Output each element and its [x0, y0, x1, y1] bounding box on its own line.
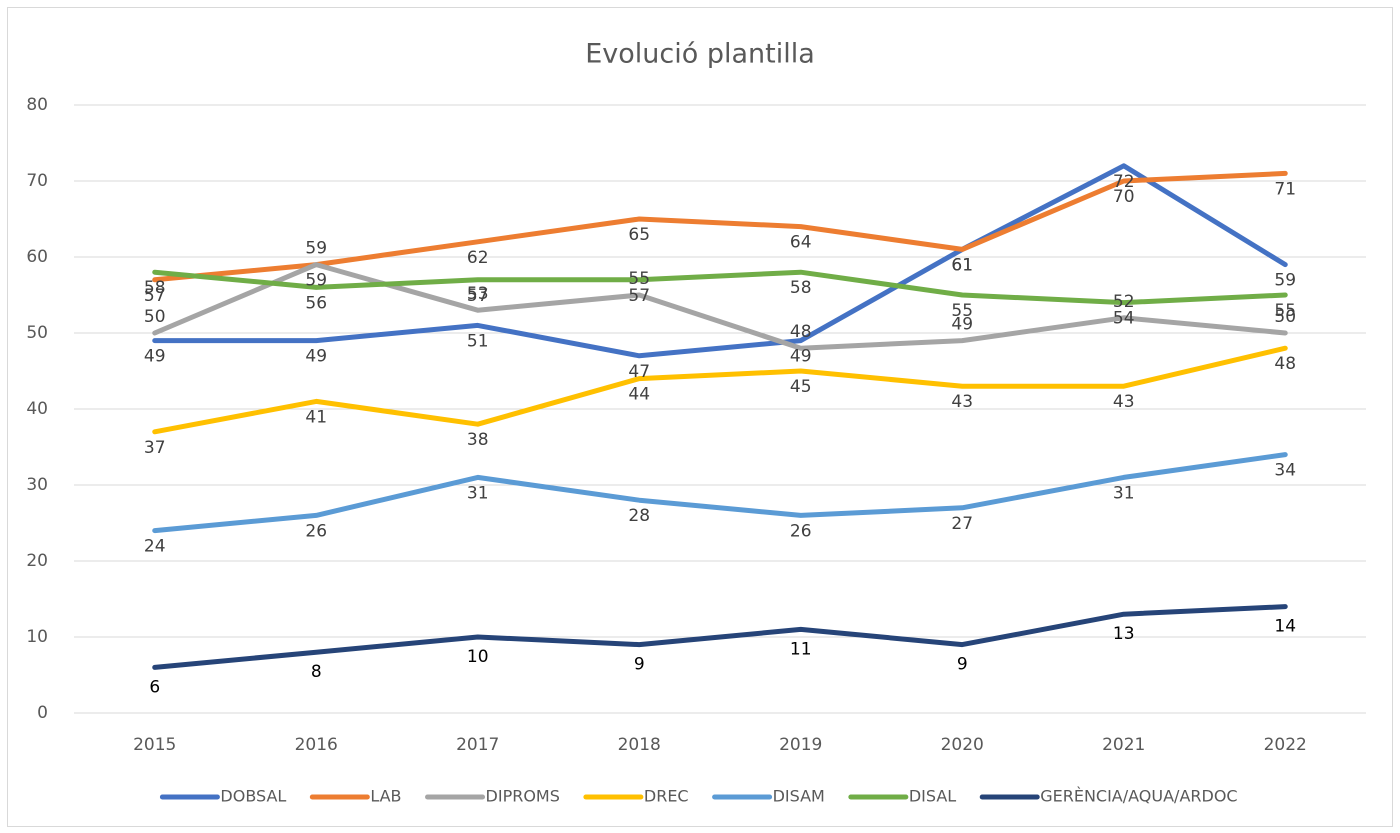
- data-label: 57: [628, 286, 650, 306]
- data-label: 62: [467, 248, 489, 268]
- data-label: 72: [1113, 172, 1135, 192]
- series-line: [152, 262, 1288, 351]
- data-label: 55: [1274, 301, 1296, 321]
- data-label: 49: [951, 315, 973, 335]
- legend-label: DISAM: [773, 787, 825, 806]
- data-label: 64: [790, 233, 812, 253]
- data-label: 41: [305, 407, 327, 427]
- data-label: 51: [467, 331, 489, 351]
- x-tick-label: 2018: [618, 735, 661, 755]
- series-line: [152, 163, 1288, 359]
- data-label: 26: [305, 521, 327, 541]
- x-tick-label: 2021: [1102, 735, 1145, 755]
- data-label: 58: [790, 278, 812, 298]
- data-label: 49: [144, 347, 166, 367]
- legend-label: DREC: [644, 787, 689, 806]
- legend-label: DISAL: [909, 787, 956, 806]
- legend-label: GERÈNCIA/AQUA/ARDOC: [1040, 787, 1237, 806]
- data-label: 50: [144, 307, 166, 327]
- series-line: [152, 269, 1288, 306]
- x-tick-label: 2019: [779, 735, 822, 755]
- y-tick-label: 20: [26, 551, 48, 571]
- data-label: 52: [1113, 292, 1135, 312]
- data-label: 9: [634, 655, 645, 675]
- data-label: 38: [467, 430, 489, 450]
- data-label: 43: [1113, 392, 1135, 412]
- chart-title: Evolució plantilla: [585, 39, 815, 70]
- data-label: 61: [951, 255, 973, 275]
- data-label: 44: [628, 385, 650, 405]
- data-label: 49: [790, 347, 812, 367]
- data-label: 57: [144, 286, 166, 306]
- y-tick-label: 10: [26, 627, 48, 647]
- x-tick-label: 2022: [1264, 735, 1307, 755]
- y-tick-label: 0: [37, 703, 48, 723]
- data-label: 49: [305, 347, 327, 367]
- data-label: 55: [951, 301, 973, 321]
- series-line: [152, 170, 1288, 283]
- data-label: 56: [305, 293, 327, 313]
- series-line: [152, 345, 1288, 435]
- data-label: 61: [951, 255, 973, 275]
- y-tick-label: 40: [26, 399, 48, 419]
- data-label: 28: [628, 506, 650, 526]
- data-label: 13: [1113, 624, 1135, 644]
- data-label: 27: [951, 514, 973, 534]
- data-label: 54: [1113, 309, 1135, 329]
- series-line: [152, 452, 1288, 534]
- series-line: [152, 604, 1288, 670]
- data-label: 65: [628, 225, 650, 245]
- data-label: 48: [1274, 354, 1296, 374]
- x-tick-label: 2017: [456, 735, 499, 755]
- x-tick-label: 2016: [295, 735, 338, 755]
- data-label: 26: [790, 521, 812, 541]
- data-label: 43: [951, 392, 973, 412]
- data-label: 59: [1274, 271, 1296, 291]
- data-label: 37: [144, 438, 166, 458]
- data-label: 10: [467, 647, 489, 667]
- data-label: 59: [305, 271, 327, 291]
- legend-label: LAB: [370, 787, 401, 806]
- data-label: 47: [628, 362, 650, 382]
- data-label: 59: [305, 239, 327, 259]
- legend-label: DOBSAL: [220, 787, 286, 806]
- data-label: 57: [467, 286, 489, 306]
- data-label: 70: [1113, 187, 1135, 207]
- data-label: 53: [467, 284, 489, 304]
- y-tick-label: 60: [26, 247, 48, 267]
- data-label: 9: [957, 655, 968, 675]
- data-label: 6: [149, 677, 160, 697]
- x-tick-label: 2020: [941, 735, 984, 755]
- data-label: 45: [790, 377, 812, 397]
- data-label: 14: [1274, 617, 1296, 637]
- x-tick-label: 2015: [133, 735, 176, 755]
- data-label: 24: [144, 537, 166, 557]
- data-label: 11: [790, 639, 812, 659]
- data-label: 48: [790, 322, 812, 342]
- data-label: 8: [311, 662, 322, 682]
- chart-frame: [7, 7, 1393, 827]
- data-label: 71: [1274, 179, 1296, 199]
- data-label: 50: [1274, 307, 1296, 327]
- data-label: 58: [144, 278, 166, 298]
- data-label: 31: [1113, 483, 1135, 503]
- y-tick-label: 80: [26, 95, 48, 115]
- y-tick-label: 30: [26, 475, 48, 495]
- data-label: 34: [1274, 461, 1296, 481]
- legend-label: DIPROMS: [486, 787, 560, 806]
- y-tick-label: 70: [26, 171, 48, 191]
- data-label: 31: [467, 483, 489, 503]
- y-tick-label: 50: [26, 323, 48, 343]
- data-label: 55: [628, 269, 650, 289]
